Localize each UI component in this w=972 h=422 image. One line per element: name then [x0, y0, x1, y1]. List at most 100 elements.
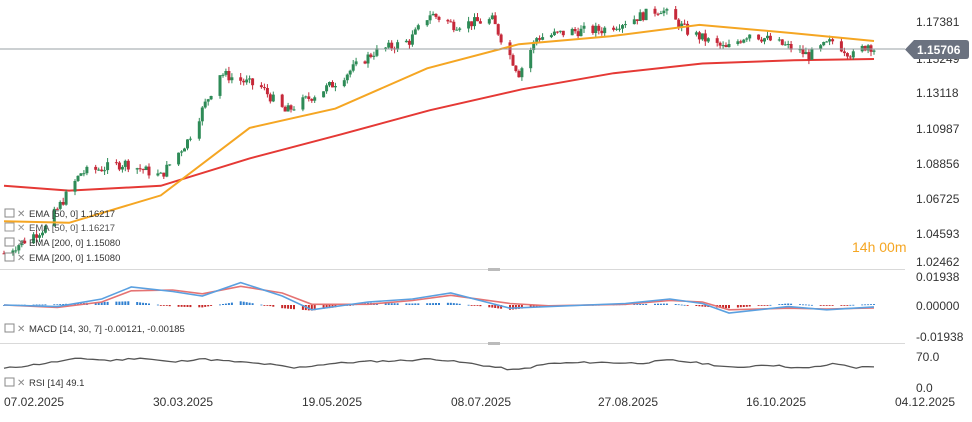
legend-row-ema50[interactable]: ✕ EMA [50, 0] 1.16217 — [4, 208, 115, 220]
macd-signal-path — [3, 285, 875, 311]
candle-body — [644, 8, 648, 21]
candle-body — [529, 50, 533, 69]
settings-icon[interactable] — [4, 222, 15, 232]
settings-icon[interactable] — [4, 377, 15, 387]
macd-histogram-bar — [819, 305, 822, 306]
macd-histogram-bar — [301, 305, 304, 310]
candle-body — [683, 23, 687, 25]
macd-histogram-bar — [662, 303, 665, 305]
macd-histogram-bar — [408, 303, 411, 305]
macd-histogram-bar — [686, 305, 689, 306]
candle-body — [396, 42, 400, 50]
candle-body — [718, 42, 722, 46]
macd-histogram-bar — [435, 303, 437, 305]
macd-histogram-bar — [396, 303, 399, 305]
candle-body — [810, 48, 814, 60]
candle-body — [839, 41, 843, 52]
candle-body — [694, 32, 698, 35]
macd-histogram-bar — [790, 303, 793, 305]
candle-body — [845, 53, 849, 57]
macd-histogram-bar — [446, 302, 449, 305]
candle-body — [828, 39, 832, 42]
settings-icon[interactable] — [4, 323, 15, 333]
candle-body — [582, 25, 586, 29]
macd-histogram-bar — [840, 305, 843, 306]
candle-body — [322, 91, 326, 98]
candle-body — [786, 44, 790, 45]
macd-histogram-bar — [704, 305, 707, 307]
candle-body — [558, 30, 562, 32]
candle-body — [188, 138, 192, 140]
candle-body — [410, 34, 414, 45]
close-icon[interactable]: ✕ — [17, 223, 25, 234]
candle-body — [686, 23, 690, 35]
close-icon[interactable]: ✕ — [17, 378, 25, 389]
candle-body — [162, 172, 166, 177]
rsi-axis[interactable]: 70.0 0.0 — [916, 350, 940, 395]
macd-axis[interactable]: 0.01938 0.00000 -0.01938 — [916, 270, 964, 344]
macd-histogram-bar — [393, 303, 396, 305]
ema-50-line — [3, 23, 875, 224]
macd-histogram-bar — [843, 305, 846, 306]
candle-body — [384, 47, 388, 49]
rsi-legend[interactable]: ✕ RSI [14] 49.1 — [4, 377, 84, 389]
close-icon[interactable]: ✕ — [17, 324, 25, 335]
candle-body — [390, 42, 394, 49]
candle-body — [43, 225, 47, 233]
candle-body — [623, 24, 627, 26]
macd-histogram-bar — [473, 305, 476, 306]
settings-icon[interactable] — [4, 252, 15, 262]
macd-histogram-bar — [873, 304, 875, 305]
macd-histogram-bar — [32, 304, 35, 306]
macd-histogram-bar — [411, 303, 414, 305]
candle-body — [437, 16, 441, 20]
candle-body — [763, 38, 766, 42]
candle-body — [700, 33, 704, 40]
legend-ema50-text: EMA [50, 0] 1.16217 — [29, 209, 115, 220]
panel-resize-handle-rsi[interactable] — [488, 342, 500, 345]
macd-histogram-bar — [831, 305, 834, 306]
macd-histogram-bar — [387, 303, 390, 305]
candle-body — [307, 96, 311, 99]
candle-body — [872, 50, 876, 52]
macd-legend[interactable]: ✕ MACD [14, 30, 7] -0.00121, -0.00185 — [4, 323, 185, 335]
date-tick-label: 08.07.2025 — [451, 395, 511, 409]
candle-body — [452, 21, 456, 31]
macd-histogram-bar — [207, 305, 210, 307]
settings-icon[interactable] — [4, 208, 15, 218]
candle-body — [594, 25, 598, 33]
candle-body — [259, 85, 263, 88]
settings-icon[interactable] — [4, 237, 15, 247]
candle-body — [280, 94, 284, 107]
legend-row-ema50-dup[interactable]: ✕ EMA [50, 0] 1.16217 — [4, 222, 115, 234]
macd-histogram-bar — [742, 305, 745, 307]
candle-body — [555, 31, 559, 33]
candle-body — [635, 19, 639, 21]
close-icon[interactable]: ✕ — [17, 238, 25, 249]
candle-body — [180, 151, 184, 153]
candle-body — [766, 35, 769, 39]
macd-histogram-bar — [41, 304, 44, 306]
time-axis[interactable]: 07.02.2025 30.03.2025 19.05.2025 08.07.2… — [4, 395, 955, 409]
candle-body — [659, 13, 663, 15]
close-icon[interactable]: ✕ — [17, 253, 25, 264]
close-icon[interactable]: ✕ — [17, 209, 25, 220]
candle-body — [11, 250, 15, 254]
panel-resize-handle[interactable] — [488, 268, 500, 271]
candle-body — [727, 44, 731, 48]
candle-body — [73, 181, 77, 192]
legend-row-ema200[interactable]: ✕ EMA [200, 0] 1.15080 — [4, 237, 120, 249]
legend-row-ema200-dup[interactable]: ✕ EMA [200, 0] 1.15080 — [4, 252, 120, 264]
candle-body — [579, 28, 583, 37]
candle-body — [345, 74, 349, 81]
macd-histogram-bar — [500, 305, 503, 309]
candle-body — [135, 168, 139, 170]
candle-body — [656, 13, 660, 15]
candle-body — [511, 55, 515, 66]
macd-histogram-bar — [659, 303, 662, 305]
candle-body — [724, 45, 728, 48]
macd-histogram-bar — [124, 301, 127, 305]
macd-histogram-bar — [118, 301, 121, 305]
macd-histogram-bar — [35, 304, 38, 306]
